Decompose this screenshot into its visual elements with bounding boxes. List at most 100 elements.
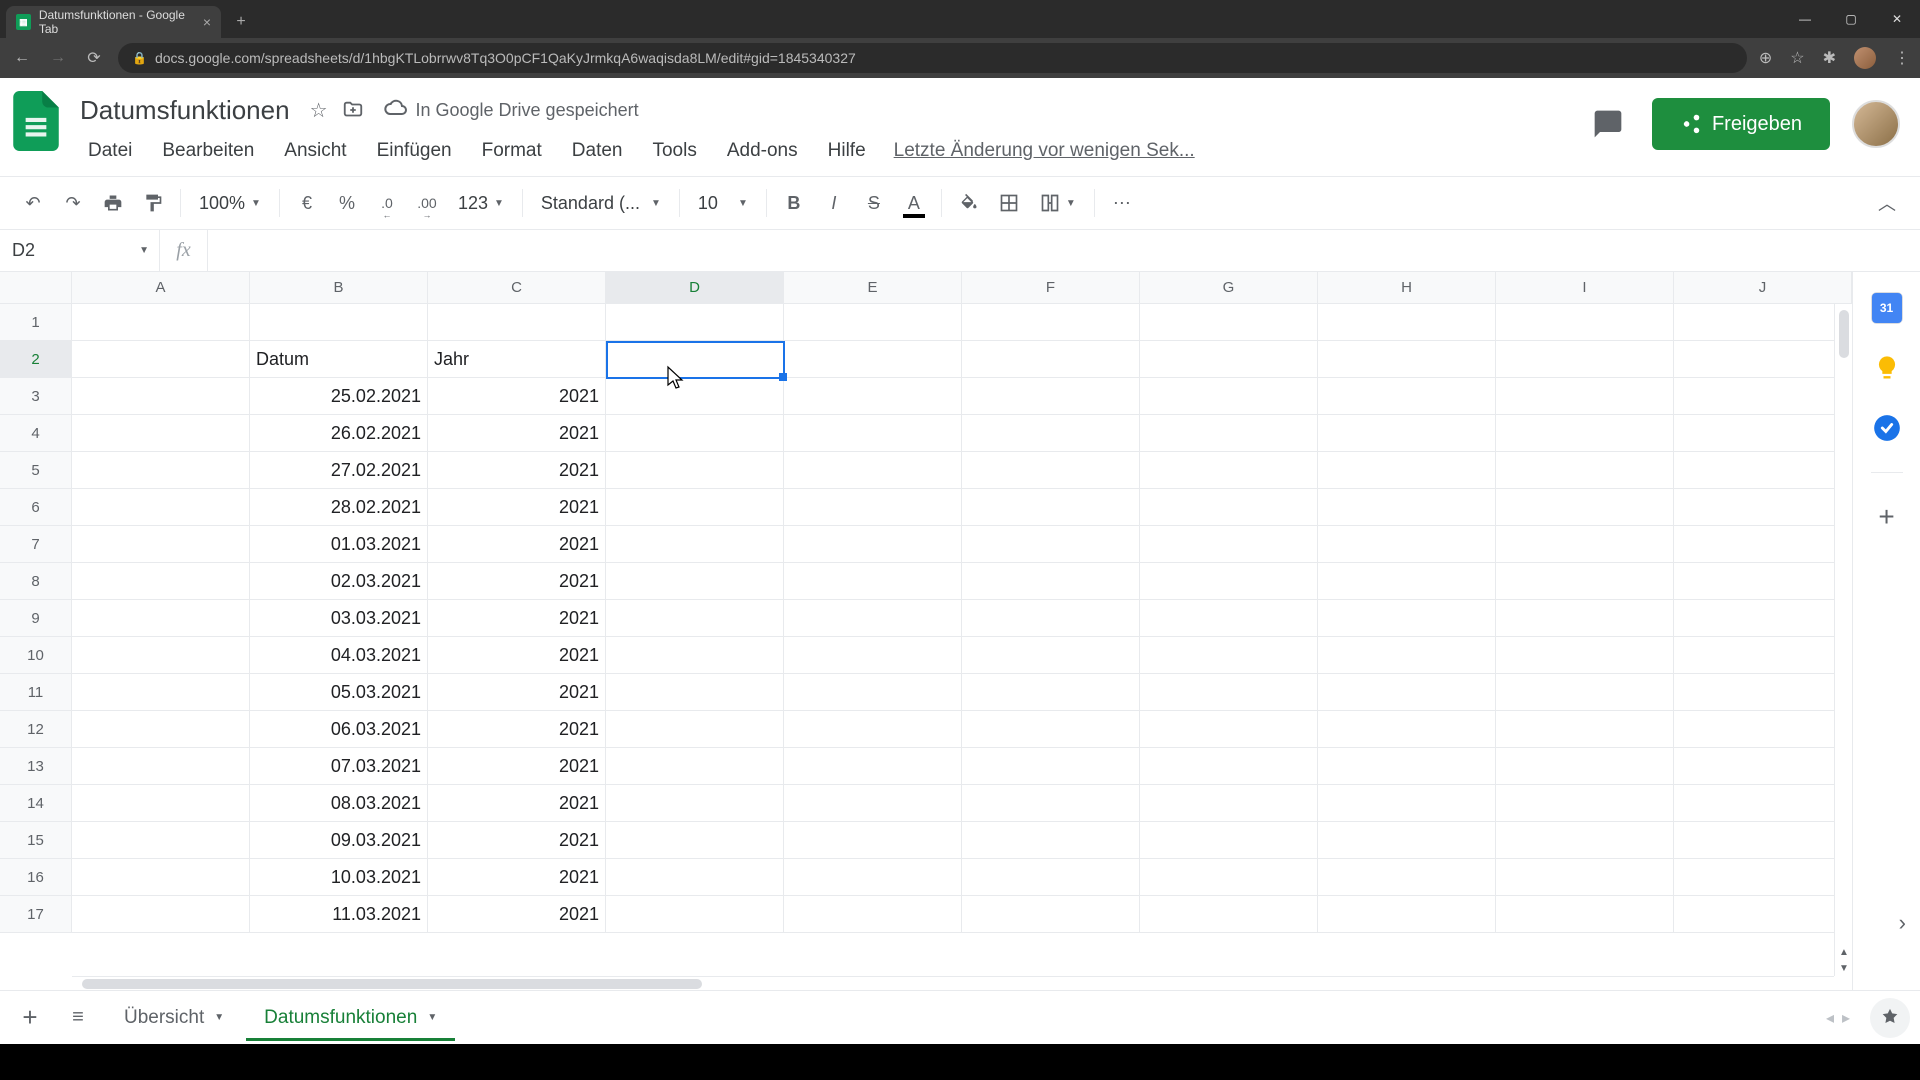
- cell-G17[interactable]: [1140, 896, 1318, 933]
- row-header-3[interactable]: 3: [0, 378, 72, 415]
- row-header-4[interactable]: 4: [0, 415, 72, 452]
- cell-B5[interactable]: 27.02.2021: [250, 452, 428, 489]
- cell-F14[interactable]: [962, 785, 1140, 822]
- col-header-G[interactable]: G: [1140, 272, 1318, 304]
- col-header-I[interactable]: I: [1496, 272, 1674, 304]
- cell-A14[interactable]: [72, 785, 250, 822]
- cell-I9[interactable]: [1496, 600, 1674, 637]
- cell-I14[interactable]: [1496, 785, 1674, 822]
- print-button[interactable]: [94, 184, 132, 222]
- browser-tab[interactable]: ▦ Datumsfunktionen - Google Tab ×: [6, 6, 221, 38]
- row-header-13[interactable]: 13: [0, 748, 72, 785]
- cell-G12[interactable]: [1140, 711, 1318, 748]
- cell-H3[interactable]: [1318, 378, 1496, 415]
- cell-B6[interactable]: 28.02.2021: [250, 489, 428, 526]
- cell-D7[interactable]: [606, 526, 784, 563]
- keep-addon-icon[interactable]: [1871, 352, 1903, 384]
- profile-avatar-icon[interactable]: [1854, 47, 1876, 69]
- cell-B7[interactable]: 01.03.2021: [250, 526, 428, 563]
- tab-nav-right-icon[interactable]: ▸: [1842, 1008, 1850, 1028]
- cell-F8[interactable]: [962, 563, 1140, 600]
- cell-J16[interactable]: [1674, 859, 1852, 896]
- col-header-F[interactable]: F: [962, 272, 1140, 304]
- row-header-2[interactable]: 2: [0, 341, 72, 378]
- cell-F12[interactable]: [962, 711, 1140, 748]
- cell-G13[interactable]: [1140, 748, 1318, 785]
- name-box[interactable]: D2 ▼: [0, 230, 160, 271]
- row-header-12[interactable]: 12: [0, 711, 72, 748]
- cell-C4[interactable]: 2021: [428, 415, 606, 452]
- cell-D14[interactable]: [606, 785, 784, 822]
- maximize-button[interactable]: ▢: [1828, 3, 1874, 35]
- formula-input[interactable]: [208, 230, 1920, 271]
- cell-A2[interactable]: [72, 341, 250, 378]
- cell-A15[interactable]: [72, 822, 250, 859]
- add-addon-button[interactable]: +: [1871, 501, 1903, 533]
- cell-J2[interactable]: [1674, 341, 1852, 378]
- cell-D4[interactable]: [606, 415, 784, 452]
- cell-H6[interactable]: [1318, 489, 1496, 526]
- cell-D15[interactable]: [606, 822, 784, 859]
- cell-F9[interactable]: [962, 600, 1140, 637]
- cell-D1[interactable]: [606, 304, 784, 341]
- cell-J14[interactable]: [1674, 785, 1852, 822]
- cell-H16[interactable]: [1318, 859, 1496, 896]
- cell-J6[interactable]: [1674, 489, 1852, 526]
- cell-E3[interactable]: [784, 378, 962, 415]
- cell-C16[interactable]: 2021: [428, 859, 606, 896]
- redo-button[interactable]: ↷: [54, 184, 92, 222]
- cell-G10[interactable]: [1140, 637, 1318, 674]
- cell-I12[interactable]: [1496, 711, 1674, 748]
- cell-F1[interactable]: [962, 304, 1140, 341]
- font-size-select[interactable]: 10▼: [688, 184, 758, 222]
- cell-C8[interactable]: 2021: [428, 563, 606, 600]
- cell-H1[interactable]: [1318, 304, 1496, 341]
- cell-J3[interactable]: [1674, 378, 1852, 415]
- cell-G2[interactable]: [1140, 341, 1318, 378]
- row-header-1[interactable]: 1: [0, 304, 72, 341]
- menu-hilfe[interactable]: Hilfe: [814, 134, 880, 168]
- cell-E17[interactable]: [784, 896, 962, 933]
- fill-color-button[interactable]: [950, 184, 988, 222]
- cell-A9[interactable]: [72, 600, 250, 637]
- menu-einfügen[interactable]: Einfügen: [363, 134, 466, 168]
- cell-A7[interactable]: [72, 526, 250, 563]
- cell-G4[interactable]: [1140, 415, 1318, 452]
- share-button[interactable]: Freigeben: [1652, 98, 1830, 150]
- cell-D3[interactable]: [606, 378, 784, 415]
- row-header-16[interactable]: 16: [0, 859, 72, 896]
- cell-J10[interactable]: [1674, 637, 1852, 674]
- cell-G5[interactable]: [1140, 452, 1318, 489]
- cell-F17[interactable]: [962, 896, 1140, 933]
- cell-E10[interactable]: [784, 637, 962, 674]
- sheet-tab-datumsfunktionen[interactable]: Datumsfunktionen▼: [246, 995, 455, 1041]
- cell-C6[interactable]: 2021: [428, 489, 606, 526]
- decrease-decimal-button[interactable]: .0←: [368, 184, 406, 222]
- cell-H11[interactable]: [1318, 674, 1496, 711]
- cell-J13[interactable]: [1674, 748, 1852, 785]
- cell-J1[interactable]: [1674, 304, 1852, 341]
- cell-G6[interactable]: [1140, 489, 1318, 526]
- cell-A1[interactable]: [72, 304, 250, 341]
- cell-B13[interactable]: 07.03.2021: [250, 748, 428, 785]
- cell-B17[interactable]: 11.03.2021: [250, 896, 428, 933]
- cell-B8[interactable]: 02.03.2021: [250, 563, 428, 600]
- cell-B12[interactable]: 06.03.2021: [250, 711, 428, 748]
- sheet-tab-menu-icon[interactable]: ▼: [214, 1012, 224, 1023]
- cell-I16[interactable]: [1496, 859, 1674, 896]
- cell-A4[interactable]: [72, 415, 250, 452]
- cell-G8[interactable]: [1140, 563, 1318, 600]
- cell-A3[interactable]: [72, 378, 250, 415]
- scroll-down-icon[interactable]: ▼: [1835, 960, 1852, 976]
- cell-H8[interactable]: [1318, 563, 1496, 600]
- cell-J12[interactable]: [1674, 711, 1852, 748]
- cell-H13[interactable]: [1318, 748, 1496, 785]
- cell-F5[interactable]: [962, 452, 1140, 489]
- number-format-select[interactable]: 123▼: [448, 184, 514, 222]
- scroll-up-icon[interactable]: ▲: [1835, 944, 1852, 960]
- cell-C13[interactable]: 2021: [428, 748, 606, 785]
- cell-C15[interactable]: 2021: [428, 822, 606, 859]
- cell-C10[interactable]: 2021: [428, 637, 606, 674]
- tasks-addon-icon[interactable]: [1871, 412, 1903, 444]
- cell-E13[interactable]: [784, 748, 962, 785]
